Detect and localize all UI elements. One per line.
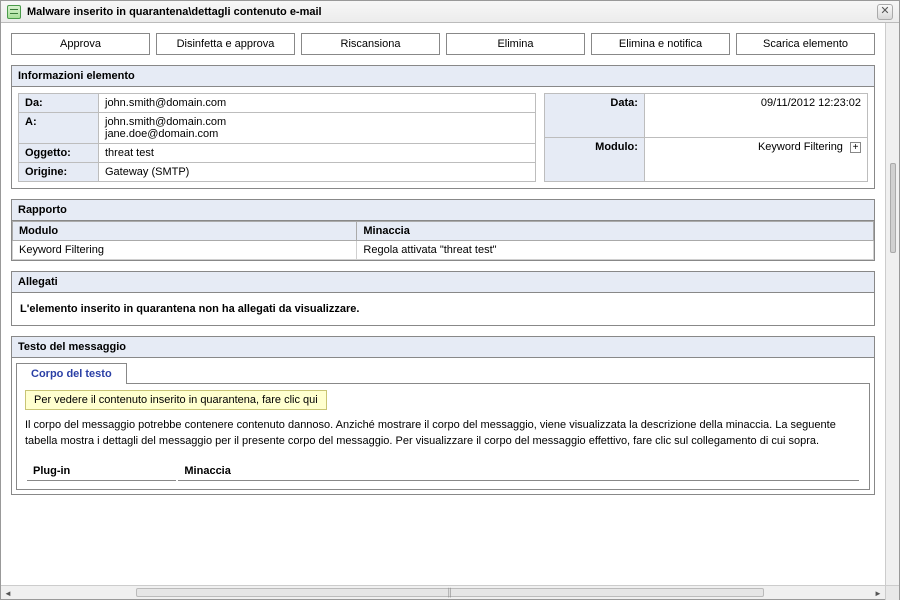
origin-label: Origine: (19, 163, 99, 182)
body-col-threat: Minaccia (178, 462, 859, 481)
report-row0-module: Keyword Filtering (13, 241, 357, 260)
date-value: 09/11/2012 12:23:02 (644, 94, 867, 138)
delete-notify-button[interactable]: Elimina e notifica (591, 33, 730, 55)
message-body-header: Testo del messaggio (12, 337, 874, 358)
disinfect-approve-button[interactable]: Disinfetta e approva (156, 33, 295, 55)
info-left-table: Da: john.smith@domain.com A: john.smith@… (18, 93, 536, 182)
vertical-scrollbar[interactable] (885, 23, 899, 585)
window-icon (7, 5, 21, 19)
message-body-panel: Testo del messaggio Corpo del testo Per … (11, 336, 875, 495)
report-col-threat: Minaccia (357, 222, 874, 241)
report-table: Modulo Minaccia Keyword Filtering Regola… (12, 221, 874, 260)
module-value-text: Keyword Filtering (758, 141, 843, 153)
origin-value: Gateway (SMTP) (99, 163, 536, 182)
report-col-module: Modulo (13, 222, 357, 241)
subject-value: threat test (99, 144, 536, 163)
body-col-plugin: Plug-in (27, 462, 176, 481)
to-label: A: (19, 113, 99, 144)
vertical-scroll-grip[interactable] (890, 163, 896, 253)
no-attachments-text: L'elemento inserito in quarantena non ha… (18, 299, 868, 319)
info-right-table: Data: 09/11/2012 12:23:02 Modulo: Keywor… (544, 93, 868, 182)
tab-row: Corpo del testo (16, 362, 870, 384)
from-value: john.smith@domain.com (99, 94, 536, 113)
close-icon[interactable]: ✕ (877, 4, 893, 20)
report-row0-threat: Regola attivata "threat test" (357, 241, 874, 260)
attachments-header: Allegati (12, 272, 874, 293)
module-value: Keyword Filtering + (644, 138, 867, 182)
tab-body-text[interactable]: Corpo del testo (16, 363, 127, 384)
from-label: Da: (19, 94, 99, 113)
table-row[interactable]: Keyword Filtering Regola attivata "threa… (13, 241, 874, 260)
message-description: Il corpo del messaggio potrebbe contener… (25, 418, 861, 450)
quarantine-details-window: Malware inserito in quarantena\dettagli … (0, 0, 900, 600)
attachments-panel: Allegati L'elemento inserito in quarante… (11, 271, 875, 326)
element-info-header: Informazioni elemento (12, 66, 874, 87)
to-value: john.smith@domain.com jane.doe@domain.co… (99, 113, 536, 144)
view-quarantine-link[interactable]: Per vedere il contenuto inserito in quar… (25, 390, 327, 410)
action-toolbar: Approva Disinfetta e approva Riscansiona… (11, 33, 875, 55)
subject-label: Oggetto: (19, 144, 99, 163)
titlebar: Malware inserito in quarantena\dettagli … (1, 1, 899, 23)
report-panel: Rapporto Modulo Minaccia Keyword Filteri… (11, 199, 875, 261)
date-label: Data: (544, 94, 644, 138)
element-info-panel: Informazioni elemento Da: john.smith@dom… (11, 65, 875, 189)
expand-module-icon[interactable]: + (850, 142, 861, 153)
scroll-corner (885, 586, 899, 600)
rescan-button[interactable]: Riscansiona (301, 33, 440, 55)
body-area: Approva Disinfetta e approva Riscansiona… (1, 23, 899, 585)
horizontal-scroll-grip[interactable] (136, 588, 765, 597)
message-box: Per vedere il contenuto inserito in quar… (16, 384, 870, 490)
delete-button[interactable]: Elimina (446, 33, 585, 55)
scroll-right-icon[interactable]: ► (871, 586, 885, 600)
horizontal-scrollbar[interactable]: ◄ ► (1, 585, 899, 599)
report-header: Rapporto (12, 200, 874, 221)
content-scroll[interactable]: Approva Disinfetta e approva Riscansiona… (1, 23, 885, 585)
approve-button[interactable]: Approva (11, 33, 150, 55)
message-details-table: Plug-in Minaccia (25, 460, 861, 483)
download-button[interactable]: Scarica elemento (736, 33, 875, 55)
module-label: Modulo: (544, 138, 644, 182)
window-title: Malware inserito in quarantena\dettagli … (27, 6, 877, 18)
scroll-left-icon[interactable]: ◄ (1, 586, 15, 600)
